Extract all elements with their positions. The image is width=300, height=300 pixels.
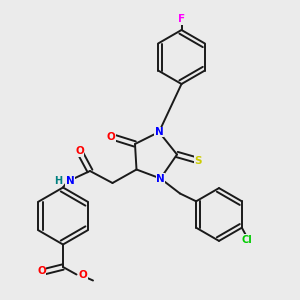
Text: N: N (65, 176, 74, 187)
Text: N: N (156, 173, 165, 184)
Text: S: S (194, 155, 202, 166)
Text: N: N (154, 127, 164, 137)
Text: O: O (75, 146, 84, 157)
Text: Cl: Cl (242, 235, 253, 245)
Text: O: O (79, 269, 88, 280)
Text: F: F (178, 14, 185, 25)
Text: H: H (54, 176, 63, 186)
Text: O: O (106, 131, 116, 142)
Text: O: O (37, 266, 46, 277)
